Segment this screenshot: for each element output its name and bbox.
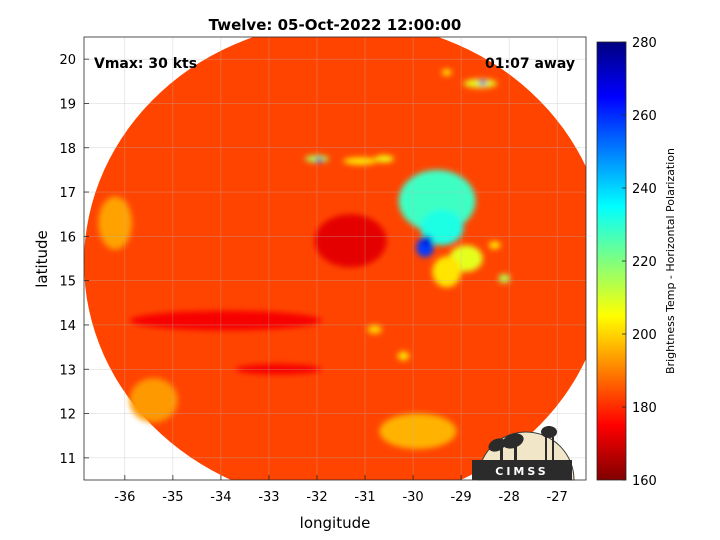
colorbar — [596, 41, 627, 481]
y-tick-label: 14 — [59, 319, 76, 334]
heatmap-cell — [367, 324, 382, 334]
y-tick-label: 11 — [59, 452, 76, 467]
logo-text: CIMSS — [495, 465, 548, 478]
x-tick-label: -31 — [354, 490, 375, 505]
grid-lines — [84, 37, 586, 480]
chart-title: Twelve: 05-Oct-2022 12:00:00 — [209, 16, 462, 34]
time-away-annotation: 01:07 away — [485, 56, 575, 72]
x-tick-label: -33 — [258, 490, 279, 505]
x-tick-label: -29 — [450, 490, 471, 505]
y-tick-label: 19 — [59, 97, 76, 112]
x-tick-label: -32 — [306, 490, 327, 505]
vmax-annotation: Vmax: 30 kts — [94, 56, 197, 72]
x-axis-label: longitude — [300, 514, 371, 532]
x-ticks: -36 -35 -34 -33 -32 -31 -30 -29 -28 -27 — [114, 475, 568, 505]
heatmap-cell — [422, 235, 433, 247]
x-tick-label: -36 — [114, 490, 135, 505]
y-axis-label: latitude — [33, 230, 51, 288]
x-tick-label: -28 — [499, 490, 520, 505]
y-tick-label: 16 — [59, 230, 76, 245]
heatmap-cell — [379, 413, 457, 449]
colorbar-tick-label: 200 — [632, 328, 657, 343]
y-tick-label: 17 — [59, 186, 76, 201]
swath-features — [98, 69, 511, 449]
colorbar-label: Brightness Temp - Horizontal Polarizatio… — [664, 148, 677, 374]
heatmap-cell — [129, 310, 322, 331]
colorbar-tick-label: 260 — [632, 109, 657, 124]
heatmap-cell — [98, 196, 133, 250]
colorbar-tick-label: 280 — [632, 36, 657, 51]
heatmap-cell — [374, 155, 394, 163]
heatmap-cell — [343, 157, 378, 165]
y-tick-label: 13 — [59, 363, 76, 378]
heatmap-cell — [432, 256, 462, 288]
colorbar-tick-label: 240 — [632, 182, 657, 197]
heatmap-cell — [397, 351, 410, 361]
cimss-logo: CIMSS — [472, 426, 575, 481]
heatmap-cell — [441, 69, 452, 76]
y-tick-label: 15 — [59, 275, 76, 290]
axes-box — [83, 36, 587, 481]
heatmap-cell — [314, 214, 387, 268]
colorbar-tick-label: 220 — [632, 255, 657, 270]
heatmap-cell — [478, 80, 487, 85]
heatmap-cell — [316, 157, 323, 163]
y-tick-label: 20 — [59, 53, 76, 68]
colorbar-tick-label: 160 — [632, 474, 657, 489]
y-tick-label: 18 — [59, 142, 76, 157]
heatmap-cell — [498, 274, 511, 283]
x-tick-label: -34 — [210, 490, 231, 505]
colorbar-tick-label: 180 — [632, 401, 657, 416]
x-tick-label: -30 — [402, 490, 423, 505]
colorbar-ticks: 160 180 200 220 240 260 280 — [622, 36, 657, 489]
x-tick-label: -27 — [547, 490, 568, 505]
y-ticks: 11 12 13 14 15 16 17 18 19 20 — [59, 53, 89, 467]
x-tick-label: -35 — [162, 490, 183, 505]
heatmap-cell — [488, 241, 501, 249]
heatmap-cell — [129, 378, 178, 423]
y-tick-label: 12 — [59, 408, 76, 423]
